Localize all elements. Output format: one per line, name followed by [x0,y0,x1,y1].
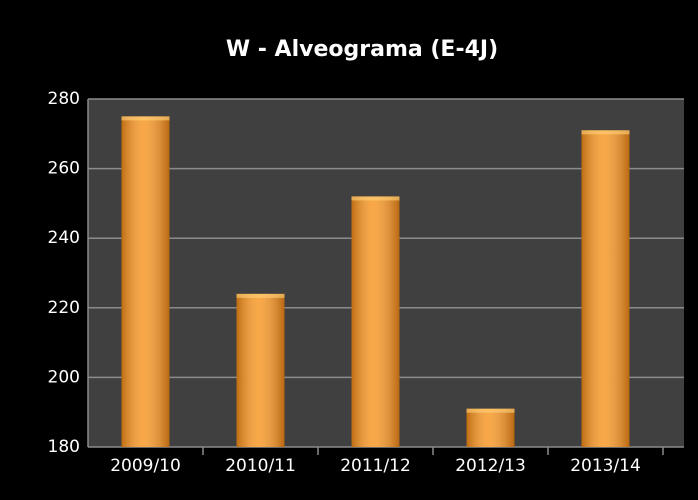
x-tick-label: 2013/14 [570,456,641,476]
y-tick-label: 180 [48,437,80,457]
y-tick-label: 200 [48,367,80,387]
bar-cap [581,130,630,135]
bar-shine [466,408,515,447]
bar-shine [581,130,630,447]
bar-shine [121,116,170,448]
x-tick-label: 2010/11 [225,456,296,476]
y-tick-label: 220 [48,298,80,318]
x-tick-label: 2009/10 [110,456,181,476]
chart-title: W - Alveograma (E-4J) [226,37,498,62]
bar-shine [351,196,400,447]
bar-cap [121,116,170,121]
x-tick-label: 2011/12 [340,456,411,476]
bar-cap [466,408,515,413]
x-tick-label: 2012/13 [455,456,526,476]
bar-cap [236,293,285,298]
bar-cap [351,196,400,201]
bar-shine [236,293,285,447]
y-tick-label: 260 [48,159,80,179]
y-tick-label: 280 [48,89,80,109]
y-tick-label: 240 [48,228,80,248]
